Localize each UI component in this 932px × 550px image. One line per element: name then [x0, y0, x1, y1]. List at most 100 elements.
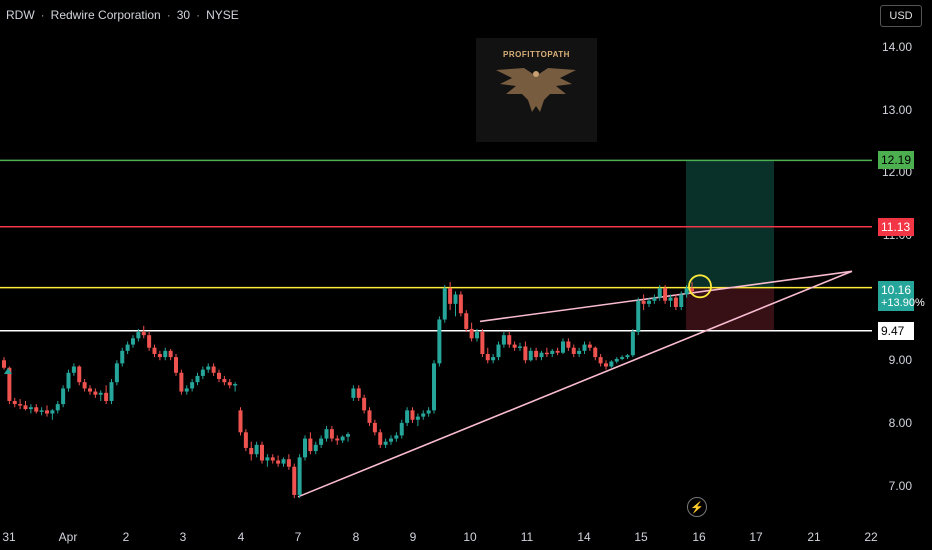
candle-body — [657, 288, 662, 298]
candlesticks — [2, 281, 694, 499]
candle-body — [625, 355, 630, 358]
candle-body — [227, 382, 232, 386]
candle-body — [609, 361, 614, 367]
candle-body — [415, 416, 420, 420]
price-tag-support: 9.47 — [878, 321, 914, 340]
price-axis-label: 14.00 — [881, 39, 912, 54]
time-axis-label: 14 — [577, 530, 591, 544]
candle-body — [544, 352, 549, 355]
candle-body — [174, 357, 178, 373]
rising-wedge — [297, 270, 853, 498]
time-axis-label: 2 — [122, 530, 130, 544]
candle-body — [555, 350, 560, 353]
candle-body — [469, 328, 474, 339]
candle-body — [136, 332, 141, 339]
candle-body — [491, 357, 496, 361]
candle-body — [308, 438, 313, 452]
candle-body — [663, 288, 668, 301]
time-axis-label: Apr — [58, 530, 78, 544]
candle-body — [265, 457, 270, 461]
candle-body — [114, 363, 119, 383]
candle-body — [351, 388, 356, 398]
price-axis-label: 13.00 — [881, 102, 912, 117]
candle-body — [561, 341, 565, 353]
candle-body — [222, 379, 227, 383]
exchange: NYSE — [206, 8, 239, 22]
ticker: RDW — [6, 8, 35, 22]
candle-body — [571, 347, 576, 354]
candle-body — [362, 397, 367, 411]
candle-body — [593, 347, 598, 358]
time-axis-label: 4 — [237, 530, 245, 544]
candle-body — [55, 404, 60, 411]
candle-body — [93, 391, 98, 395]
time-axis-label: 7 — [294, 530, 302, 544]
candle-body — [399, 422, 404, 436]
candle-body — [292, 466, 297, 495]
candle-body — [23, 405, 28, 410]
candle-body — [641, 300, 646, 304]
candle-body — [66, 372, 71, 389]
candle-body — [448, 288, 453, 304]
candle-body — [587, 344, 592, 348]
candle-body — [61, 388, 66, 405]
candle-body — [34, 407, 39, 412]
candle-body — [630, 332, 635, 356]
lightning-icon[interactable]: ⚡ — [687, 497, 707, 517]
position-zones — [686, 160, 774, 331]
candle-body — [82, 382, 87, 389]
candle-body — [276, 460, 281, 464]
price-tag-resistance: 11.13 — [878, 217, 914, 236]
candle-body — [598, 357, 603, 364]
candle-body — [378, 432, 383, 445]
price-axis-label: 8.00 — [888, 415, 912, 430]
time-axis-label: 16 — [692, 530, 706, 544]
candle-body — [383, 441, 388, 445]
candle-body — [319, 438, 324, 445]
candle-body — [7, 367, 12, 401]
candle-body — [684, 288, 689, 295]
separator: · — [40, 8, 45, 22]
candle-body — [190, 382, 195, 389]
candle-body — [421, 413, 426, 417]
candle-body — [647, 300, 651, 304]
candle-body — [18, 404, 23, 406]
candle-body — [98, 392, 103, 395]
price-tag-value: 12.19 — [881, 153, 912, 168]
candle-body — [200, 369, 205, 376]
candle-body — [313, 444, 318, 452]
company-name: Redwire Corporation — [50, 8, 161, 22]
candle-body — [329, 429, 334, 439]
candle-body — [679, 294, 684, 307]
candle-body — [249, 447, 254, 455]
candle-body — [464, 313, 469, 329]
candle-body — [131, 338, 135, 345]
time-axis-label: 31 — [2, 530, 16, 544]
candle-body — [324, 429, 329, 439]
watermark-text: PROFITTOPATH — [503, 50, 570, 59]
price-tag-value: 10.16 — [881, 282, 912, 297]
candle-body — [157, 353, 162, 358]
candle-body — [243, 432, 248, 448]
candle-body — [303, 438, 307, 458]
currency-button[interactable]: USD — [880, 5, 922, 27]
candle-body — [346, 434, 350, 437]
candle-body — [163, 350, 168, 358]
price-tag-entry: 10.16 +13.90% — [878, 280, 925, 311]
candle-body — [534, 350, 539, 358]
candle-body — [620, 357, 625, 359]
highlight-circle-mark — [688, 274, 712, 299]
eagle-icon — [496, 68, 576, 112]
interval: 30 — [176, 8, 191, 22]
candle-body — [496, 344, 501, 358]
candle-body — [12, 400, 17, 405]
candle-body — [45, 410, 49, 414]
candle-body — [179, 372, 184, 392]
candle-body — [147, 335, 152, 348]
wedge-lower-line — [297, 270, 853, 498]
price-axis-label: 9.00 — [888, 353, 912, 368]
price-tag-change: +13.90% — [881, 296, 925, 309]
candle-body — [442, 288, 447, 320]
candle-body — [437, 319, 442, 364]
